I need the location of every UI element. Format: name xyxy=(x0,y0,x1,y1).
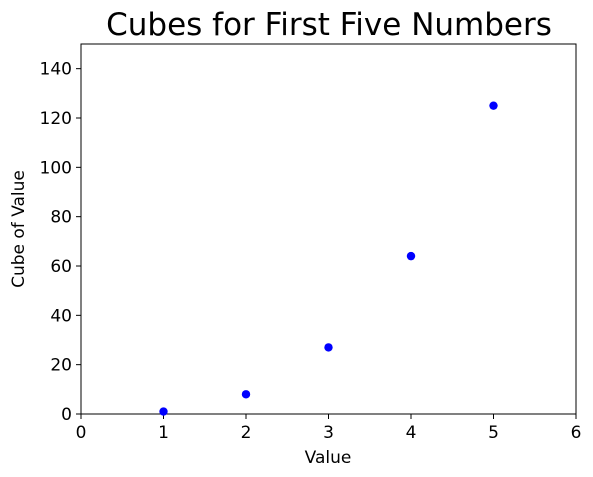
x-tick-label: 3 xyxy=(323,423,334,443)
plot-area xyxy=(80,43,577,415)
data-point xyxy=(241,390,251,399)
y-tick-label: 120 xyxy=(40,109,72,129)
x-tick-label: 0 xyxy=(76,423,87,443)
data-point xyxy=(489,101,498,110)
y-tick-label: 80 xyxy=(50,208,72,228)
x-tick-label: 4 xyxy=(406,423,417,443)
x-axis-label: Value xyxy=(305,448,352,468)
data-points xyxy=(159,101,498,416)
y-axis-label: Cube of Value xyxy=(9,170,29,288)
y-tick-label: 20 xyxy=(50,356,72,376)
y-axis: 0 20 40 60 80 100 120 140 xyxy=(40,60,81,425)
data-point xyxy=(406,251,416,261)
x-tick-label: 2 xyxy=(241,423,252,443)
y-tick-label: 60 xyxy=(50,257,72,277)
data-point xyxy=(159,407,168,416)
x-axis: 0 1 2 3 4 5 6 xyxy=(76,414,582,443)
y-tick-label: 100 xyxy=(40,158,72,178)
y-tick-label: 0 xyxy=(61,405,72,425)
y-tick-label: 40 xyxy=(50,306,72,326)
x-tick-label: 6 xyxy=(571,423,582,443)
chart-title: Cubes for First Five Numbers xyxy=(106,7,552,43)
data-point xyxy=(324,343,333,352)
x-tick-label: 1 xyxy=(158,423,169,443)
y-tick-label: 140 xyxy=(40,60,72,80)
x-tick-label: 5 xyxy=(488,423,499,443)
